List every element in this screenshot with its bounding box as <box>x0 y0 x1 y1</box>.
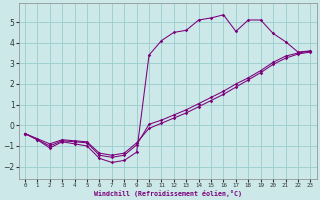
X-axis label: Windchill (Refroidissement éolien,°C): Windchill (Refroidissement éolien,°C) <box>94 190 242 197</box>
